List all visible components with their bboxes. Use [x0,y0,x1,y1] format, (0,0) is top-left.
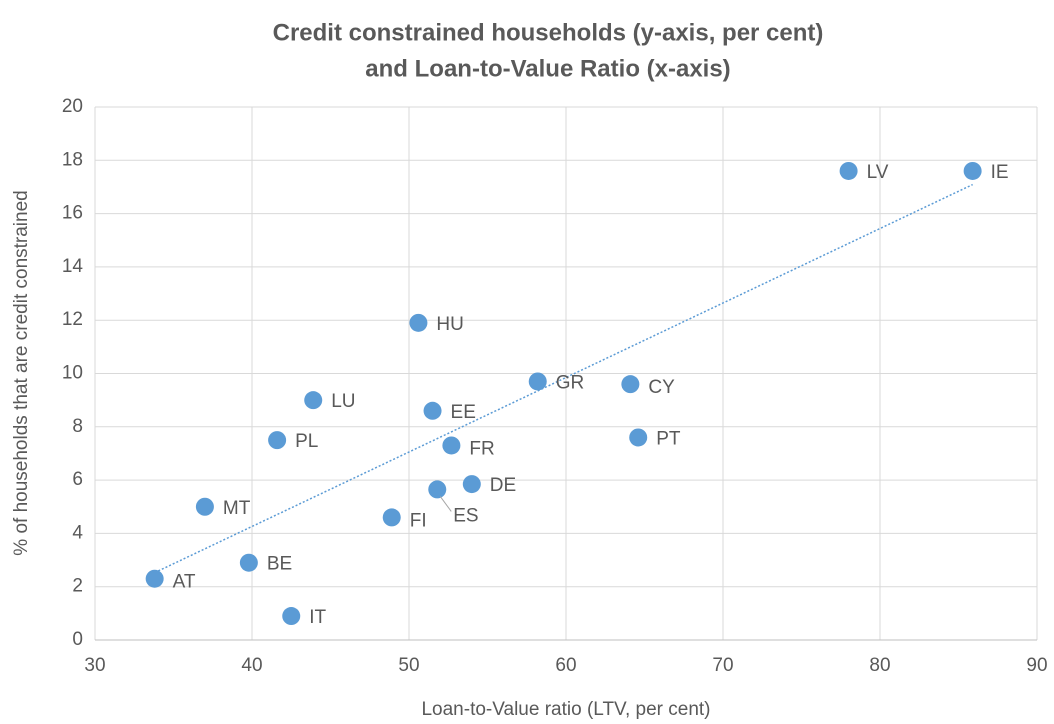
point-label: ES [453,505,478,526]
point-label: IT [309,607,326,628]
x-tick-label: 90 [1026,655,1047,676]
x-tick-label: 60 [555,655,576,676]
y-tick-label: 4 [72,522,83,543]
point [839,161,858,180]
y-tick-label: 10 [62,363,83,384]
point [428,480,447,499]
point [304,391,323,410]
point-label: FR [469,438,494,459]
chart-title: and Loan-to-Value Ratio (x-axis) [365,55,730,82]
leader-line [439,496,452,512]
point [282,607,301,626]
point-label: EE [451,402,476,423]
point-label: MT [223,498,251,519]
x-tick-label: 40 [241,655,262,676]
point [629,428,648,447]
point-label: IE [991,162,1009,183]
x-tick-label: 70 [712,655,733,676]
point [528,372,547,391]
point-label: LU [331,391,355,412]
point-label: BE [267,554,292,575]
point [621,375,640,394]
x-tick-label: 30 [84,655,105,676]
point [462,475,481,494]
x-tick-label: 80 [869,655,890,676]
point-label: PT [656,428,681,449]
point [409,313,428,332]
y-tick-label: 14 [62,256,84,277]
point [963,161,982,180]
y-tick-label: 16 [62,203,83,224]
point-label: AT [173,572,196,593]
chart-title: Credit constrained households (y-axis, p… [273,19,824,46]
y-tick-label: 8 [72,416,83,437]
y-axis-label: % of households that are credit constrai… [11,190,32,555]
point-label: DE [490,475,516,496]
point-label: FI [410,510,427,531]
y-tick-label: 12 [62,309,83,330]
y-tick-label: 20 [62,96,83,117]
point-label: LV [867,162,889,183]
point-label: PL [295,431,318,452]
point-label: GR [556,373,585,394]
point [382,508,401,527]
y-tick-label: 6 [72,469,83,490]
point [268,431,287,450]
y-tick-label: 0 [72,629,83,650]
point-label: HU [436,314,463,335]
y-tick-label: 18 [62,149,83,170]
x-axis-label: Loan-to-Value ratio (LTV, per cent) [421,699,710,720]
x-tick-label: 50 [398,655,419,676]
point [195,497,214,516]
point [145,569,164,588]
point [442,436,461,455]
trendline [154,183,973,574]
point [239,553,258,572]
point-label: CY [648,377,675,398]
point [423,401,442,420]
y-tick-label: 2 [72,576,83,597]
